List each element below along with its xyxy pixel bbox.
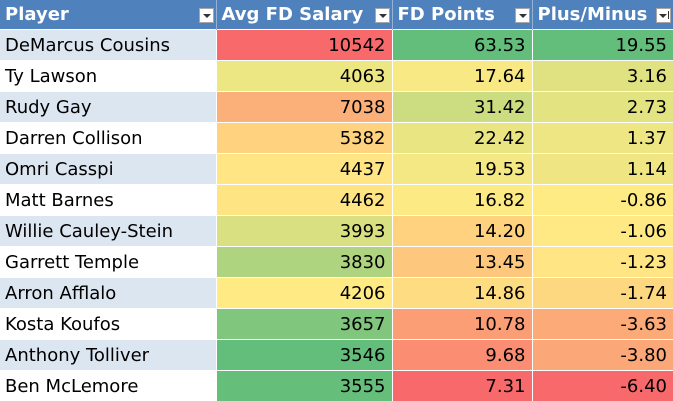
points-cell[interactable]: 7.31 — [392, 370, 533, 401]
table-row[interactable]: Kosta Koufos 3657 10.78 -3.63 — [0, 308, 673, 340]
header-plus-minus: Plus/Minus — [532, 0, 673, 30]
header-label: Plus/Minus — [537, 4, 648, 25]
player-cell[interactable]: Darren Collison — [0, 122, 217, 154]
table-row[interactable]: Arron Afflalo 4206 14.86 -1.74 — [0, 277, 673, 309]
points-cell[interactable]: 22.42 — [392, 122, 533, 154]
points-cell[interactable]: 14.86 — [392, 277, 533, 309]
salary-cell[interactable]: 5382 — [216, 122, 393, 154]
header-row: Player Avg FD Salary FD Points Plus/Minu… — [0, 0, 673, 30]
player-cell[interactable]: Ben McLemore — [0, 370, 217, 401]
plus-minus-cell[interactable]: 1.37 — [532, 122, 673, 154]
chevron-down-icon — [202, 14, 211, 18]
table-row[interactable]: Darren Collison 5382 22.42 1.37 — [0, 122, 673, 154]
plus-minus-cell[interactable]: 1.14 — [532, 153, 673, 185]
player-cell[interactable]: Omri Casspi — [0, 153, 217, 185]
plus-minus-cell[interactable]: -1.06 — [532, 215, 673, 247]
table-row[interactable]: Omri Casspi 4437 19.53 1.14 — [0, 153, 673, 185]
header-player: Player — [0, 0, 217, 30]
player-cell[interactable]: Matt Barnes — [0, 184, 217, 216]
points-cell[interactable]: 9.68 — [392, 339, 533, 371]
player-cell[interactable]: Kosta Koufos — [0, 308, 217, 340]
points-cell[interactable]: 63.53 — [392, 29, 533, 61]
points-cell[interactable]: 31.42 — [392, 91, 533, 123]
player-cell[interactable]: Willie Cauley-Stein — [0, 215, 217, 247]
plus-minus-cell[interactable]: -3.80 — [532, 339, 673, 371]
player-cell[interactable]: Arron Afflalo — [0, 277, 217, 309]
table-row[interactable]: Anthony Tolliver 3546 9.68 -3.80 — [0, 339, 673, 371]
sort-descending-icon[interactable] — [656, 8, 671, 23]
salary-cell[interactable]: 7038 — [216, 91, 393, 123]
player-cell[interactable]: Rudy Gay — [0, 91, 217, 123]
points-cell[interactable]: 14.20 — [392, 215, 533, 247]
chevron-down-icon — [518, 14, 527, 18]
chevron-down-icon — [378, 14, 387, 18]
player-cell[interactable]: Garrett Temple — [0, 246, 217, 278]
player-cell[interactable]: DeMarcus Cousins — [0, 29, 217, 61]
salary-cell[interactable]: 3830 — [216, 246, 393, 278]
table-row[interactable]: Garrett Temple 3830 13.45 -1.23 — [0, 246, 673, 278]
table-row[interactable]: Rudy Gay 7038 31.42 2.73 — [0, 91, 673, 123]
plus-minus-cell[interactable]: -3.63 — [532, 308, 673, 340]
plus-minus-cell[interactable]: 2.73 — [532, 91, 673, 123]
plus-minus-cell[interactable]: 19.55 — [532, 29, 673, 61]
salary-cell[interactable]: 10542 — [216, 29, 393, 61]
salary-cell[interactable]: 4462 — [216, 184, 393, 216]
player-cell[interactable]: Anthony Tolliver — [0, 339, 217, 371]
header-label: FD Points — [397, 4, 495, 25]
header-avg-fd-salary: Avg FD Salary — [216, 0, 393, 30]
table-row[interactable]: Ben McLemore 3555 7.31 -6.40 — [0, 370, 673, 401]
table-row[interactable]: Ty Lawson 4063 17.64 3.16 — [0, 60, 673, 92]
salary-cell[interactable]: 3993 — [216, 215, 393, 247]
table-row[interactable]: Matt Barnes 4462 16.82 -0.86 — [0, 184, 673, 216]
table-row[interactable]: DeMarcus Cousins 10542 63.53 19.55 — [0, 29, 673, 61]
plus-minus-cell[interactable]: -1.23 — [532, 246, 673, 278]
salary-cell[interactable]: 3555 — [216, 370, 393, 401]
header-fd-points: FD Points — [392, 0, 533, 30]
filter-dropdown-icon[interactable] — [374, 8, 390, 23]
plus-minus-cell[interactable]: 3.16 — [532, 60, 673, 92]
plus-minus-cell[interactable]: -0.86 — [532, 184, 673, 216]
points-cell[interactable]: 16.82 — [392, 184, 533, 216]
salary-cell[interactable]: 4063 — [216, 60, 393, 92]
salary-cell[interactable]: 3546 — [216, 339, 393, 371]
salary-cell[interactable]: 3657 — [216, 308, 393, 340]
table-body: DeMarcus Cousins 10542 63.53 19.55 Ty Lawson… — [0, 29, 673, 401]
plus-minus-cell[interactable]: -6.40 — [532, 370, 673, 401]
salary-cell[interactable]: 4437 — [216, 153, 393, 185]
salary-cell[interactable]: 4206 — [216, 277, 393, 309]
points-cell[interactable]: 10.78 — [392, 308, 533, 340]
plus-minus-cell[interactable]: -1.74 — [532, 277, 673, 309]
points-cell[interactable]: 17.64 — [392, 60, 533, 92]
table-row[interactable]: Willie Cauley-Stein 3993 14.20 -1.06 — [0, 215, 673, 247]
header-label: Avg FD Salary — [221, 4, 364, 25]
filter-dropdown-icon[interactable] — [198, 8, 214, 23]
points-cell[interactable]: 13.45 — [392, 246, 533, 278]
filter-dropdown-icon[interactable] — [514, 8, 530, 23]
header-label: Player — [5, 4, 69, 25]
player-cell[interactable]: Ty Lawson — [0, 60, 217, 92]
points-cell[interactable]: 19.53 — [392, 153, 533, 185]
